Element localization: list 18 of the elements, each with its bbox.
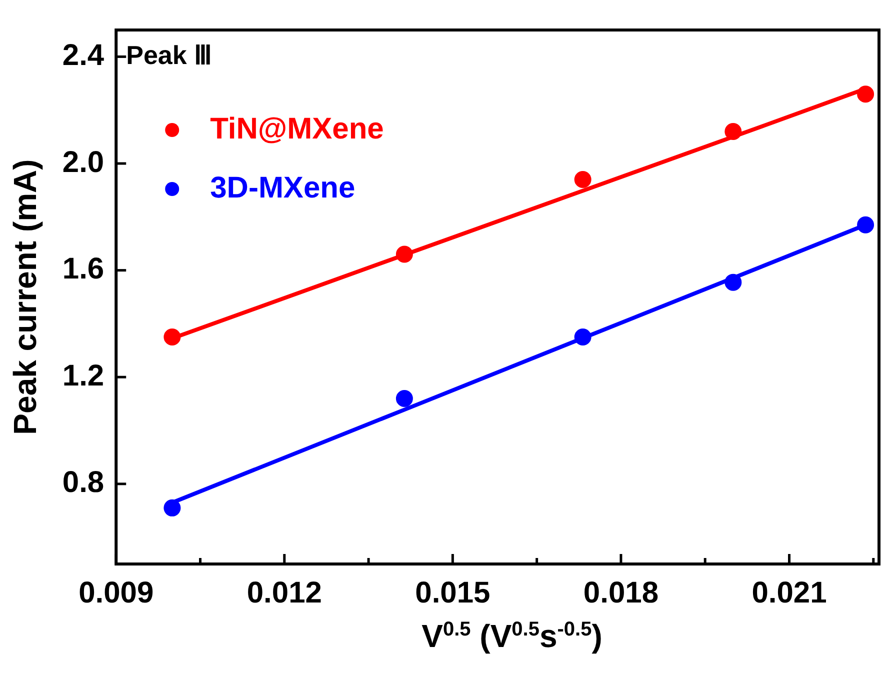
legend-label: 3D-MXene bbox=[210, 171, 356, 204]
y-tick-label: 0.8 bbox=[62, 466, 104, 500]
point bbox=[574, 171, 592, 188]
x-tick-label: 0.021 bbox=[752, 576, 827, 610]
x-axis-title: V$^{0.5}$ (V$^{0.5}$s$^{-0.5}$) bbox=[420, 618, 604, 655]
y-axis-title: Peak current (mA) bbox=[7, 159, 44, 435]
x-tick-label: 0.012 bbox=[246, 576, 322, 610]
point bbox=[396, 390, 413, 407]
y-tick-label: 2.0 bbox=[62, 146, 104, 179]
y-tick-label: 2.4 bbox=[62, 38, 104, 72]
x-tick-label: 0.018 bbox=[583, 576, 658, 610]
x-tick-label: 0.009 bbox=[78, 576, 154, 610]
annotation: Peak Ⅲ bbox=[126, 40, 212, 70]
y-tick-label: 1.6 bbox=[62, 252, 104, 286]
point bbox=[164, 499, 181, 516]
y-tick-label: 1.2 bbox=[62, 359, 104, 392]
x-tick-label: 0.015 bbox=[415, 576, 490, 610]
legend-label: TiN@MXene bbox=[210, 112, 384, 146]
